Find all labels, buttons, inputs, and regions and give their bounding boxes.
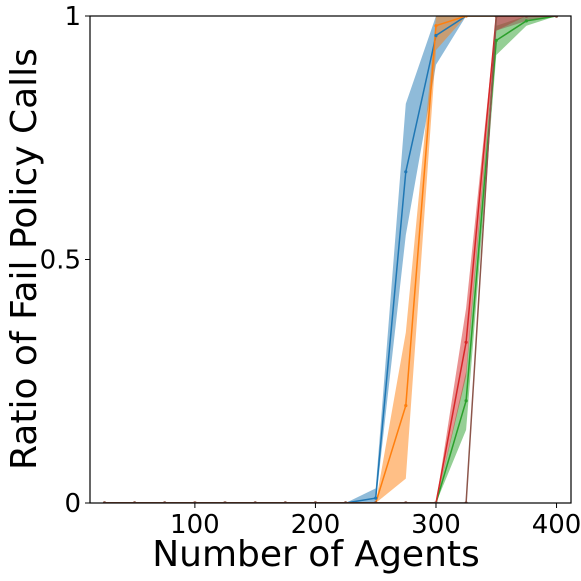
y-tick-label: 0.5 bbox=[40, 246, 81, 276]
series-2-band bbox=[104, 16, 557, 503]
confidence-bands bbox=[104, 16, 557, 503]
plot-frame bbox=[89, 15, 572, 504]
x-axis: 100 200 300 400 bbox=[170, 503, 581, 540]
series-4-line bbox=[104, 16, 557, 503]
y-tick-label: 0 bbox=[64, 489, 81, 519]
series-1-line bbox=[104, 16, 557, 503]
series-3-point bbox=[464, 340, 468, 344]
series-2-point bbox=[494, 38, 498, 43]
series-0-point bbox=[404, 170, 408, 174]
series-3-line bbox=[104, 16, 557, 503]
series-1-band bbox=[104, 16, 557, 503]
x-tick-label: 200 bbox=[291, 510, 341, 540]
series-1-point bbox=[434, 24, 438, 28]
x-tick-label: 100 bbox=[170, 510, 220, 540]
series-2-point bbox=[464, 399, 468, 403]
series-0-line bbox=[104, 16, 557, 503]
series-2-point bbox=[524, 19, 529, 23]
x-tick-label: 300 bbox=[411, 510, 461, 540]
series-1-point bbox=[404, 404, 408, 408]
series-lines bbox=[104, 16, 557, 503]
series-0-point bbox=[374, 496, 378, 500]
series-0-point bbox=[434, 33, 438, 38]
y-tick-label: 1 bbox=[64, 2, 81, 32]
y-axis: 00.51 bbox=[40, 2, 90, 519]
x-tick-label: 400 bbox=[532, 510, 581, 540]
series-3-band bbox=[104, 16, 557, 503]
x-axis-title: Number of Agents bbox=[152, 534, 480, 575]
y-axis-title: Ratio of Fail Policy Calls bbox=[4, 48, 45, 470]
series-2-line bbox=[104, 16, 557, 503]
series-0-band bbox=[104, 16, 557, 503]
series-4-band bbox=[104, 16, 557, 503]
